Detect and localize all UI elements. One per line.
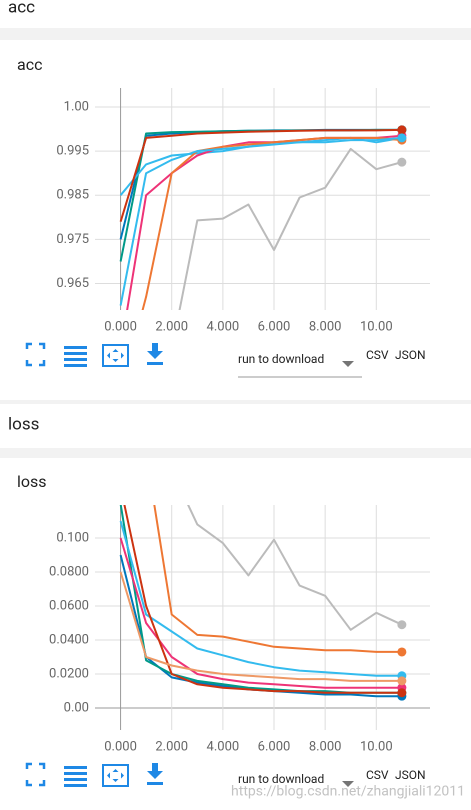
fullscreen-button[interactable] <box>25 762 46 787</box>
section-title: loss <box>8 414 39 434</box>
json-link[interactable]: JSON <box>395 348 426 362</box>
last-point <box>397 688 407 698</box>
download-button[interactable] <box>147 343 163 365</box>
last-point <box>397 676 407 686</box>
fullscreen-button[interactable] <box>25 342 46 367</box>
series-line <box>123 505 402 694</box>
y-tick-label: 0.965 <box>56 276 89 291</box>
csv-link[interactable]: CSV <box>366 768 389 782</box>
series-line <box>119 537 402 689</box>
dropdown-arrow <box>342 361 354 367</box>
y-tick-label: 0.0800 <box>49 564 89 579</box>
lines-button[interactable] <box>64 346 87 367</box>
x-tick-label: 4.000 <box>207 739 240 754</box>
last-point <box>397 620 407 630</box>
series-line <box>119 520 402 677</box>
y-tick-label: 0.100 <box>56 530 89 545</box>
y-tick-label: 0.0200 <box>49 666 89 681</box>
run-select[interactable]: run to download <box>238 772 324 786</box>
series-line <box>187 505 403 631</box>
card <box>0 40 471 400</box>
last-point <box>397 125 407 135</box>
x-tick-label: 2.000 <box>155 739 188 754</box>
watermark: https://blog.csdn.net/zhangjiali12011 <box>231 784 465 800</box>
x-tick-label: 4.000 <box>207 319 240 334</box>
y-tick-label: 0.0400 <box>49 632 89 647</box>
download-button[interactable] <box>147 763 163 785</box>
plot: 1.00 0.995 0.985 0.975 0.965 0.000 2.000 4.000 6… <box>56 88 430 334</box>
x-tick-label: 6.000 <box>258 739 291 754</box>
series-line <box>119 128 402 222</box>
y-tick-label: 0.995 <box>56 144 89 159</box>
dropdown-arrow <box>342 781 354 787</box>
chart-title: loss <box>17 472 47 491</box>
y-tick-label: 0.985 <box>56 188 89 203</box>
x-tick-label: 10.00 <box>360 319 393 334</box>
fit-button[interactable] <box>102 764 129 787</box>
run-select[interactable]: run to download <box>238 352 324 366</box>
series-line <box>119 571 402 682</box>
card <box>0 458 471 810</box>
csv-link[interactable]: CSV <box>366 348 389 362</box>
section-header <box>0 404 471 448</box>
controls: run to download CSV JSON <box>25 342 426 378</box>
lines-button[interactable] <box>64 766 87 787</box>
last-point <box>397 647 407 657</box>
fit-button[interactable] <box>102 344 129 367</box>
x-tick-label: 0.000 <box>104 319 137 334</box>
json-link[interactable]: JSON <box>395 768 426 782</box>
last-point <box>397 157 407 167</box>
y-tick-label: 1.00 <box>64 99 89 114</box>
y-tick-label: 0.975 <box>56 232 89 247</box>
section-title: acc <box>8 0 35 17</box>
series-group <box>119 125 407 310</box>
plot: 0.100 0.0800 0.0600 0.0400 0.0200 0.00 0.000 2.… <box>49 505 430 754</box>
series-line <box>178 147 403 310</box>
series-line <box>119 136 402 306</box>
y-tick-label: 0.00 <box>64 700 89 715</box>
x-tick-label: 0.000 <box>104 739 137 754</box>
x-tick-label: 10.00 <box>360 739 393 754</box>
x-tick-label: 8.000 <box>309 739 342 754</box>
x-tick-label: 2.000 <box>155 319 188 334</box>
chart-title: acc <box>17 55 42 74</box>
section-header <box>0 0 471 28</box>
x-tick-label: 8.000 <box>309 319 342 334</box>
x-tick-label: 6.000 <box>258 319 291 334</box>
y-tick-label: 0.0600 <box>49 598 89 613</box>
series-line <box>141 136 402 310</box>
last-point <box>397 133 407 143</box>
controls: run to download CSV JSON <box>25 762 426 787</box>
series-line <box>153 505 402 653</box>
series-group <box>119 505 407 701</box>
